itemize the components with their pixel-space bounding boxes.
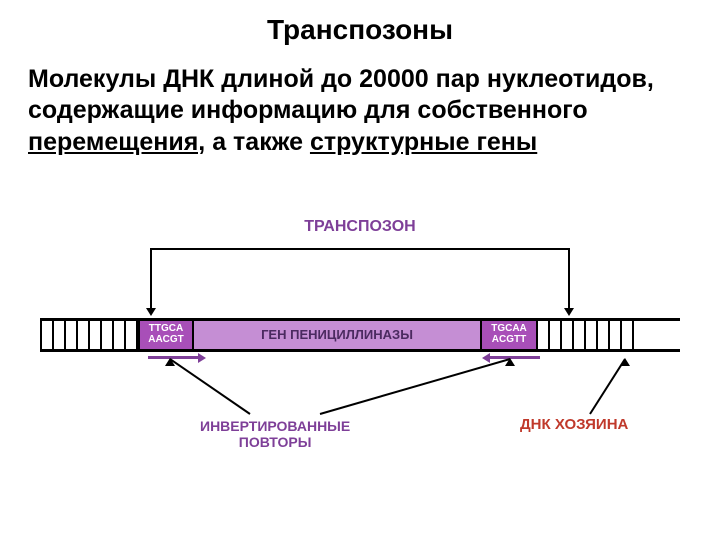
host-tick: [66, 321, 78, 349]
host-tick: [102, 321, 114, 349]
span-left-vert: [150, 248, 152, 308]
label-host-dna: ДНК ХОЗЯИНА: [520, 416, 628, 433]
host-tick: [586, 321, 598, 349]
host-tick: [550, 321, 562, 349]
host-tick: [78, 321, 90, 349]
gene-label: ГЕН ПЕНИЦИЛЛИНАЗЫ: [261, 327, 413, 342]
pointer-arrowhead: [505, 358, 515, 366]
pointer-arrowhead: [620, 358, 630, 366]
desc-fragment: перемещения,: [28, 128, 205, 156]
span-horizontal: [150, 248, 570, 250]
host-tick: [538, 321, 550, 349]
pointer-arrowhead: [165, 358, 175, 366]
host-tick: [562, 321, 574, 349]
repeat-left-bot: AACGT: [148, 335, 184, 346]
dna-strip: TTGCA AACGT ГЕН ПЕНИЦИЛЛИНАЗЫ TGCAA ACGT…: [40, 318, 680, 352]
desc-fragment: Молекулы ДНК длиной до 20000 пар нуклеот…: [28, 65, 654, 124]
label-inv-line2: ПОВТОРЫ: [200, 434, 350, 450]
desc-fragment: а также: [205, 128, 310, 156]
host-tick: [126, 321, 138, 349]
host-tick: [90, 321, 102, 349]
span-right-vert: [568, 248, 570, 308]
gene-box: ГЕН ПЕНИЦИЛЛИНАЗЫ: [194, 321, 482, 349]
host-tick: [54, 321, 66, 349]
label-transposon: ТРАНСПОЗОН: [0, 218, 720, 236]
page-title: Транспозоны: [0, 0, 720, 46]
direction-arrow-right-head: [482, 353, 490, 363]
pointer-line: [589, 358, 626, 414]
label-transposon-text: ТРАНСПОЗОН: [304, 218, 415, 235]
label-inv-line1: ИНВЕРТИРОВАННЫЕ: [200, 418, 350, 434]
host-tick: [598, 321, 610, 349]
inverted-repeat-left: TTGCA AACGT: [138, 321, 194, 349]
span-left-arrowhead: [146, 308, 156, 316]
host-tick: [610, 321, 622, 349]
span-right-arrowhead: [564, 308, 574, 316]
host-dna-left: [40, 321, 138, 349]
pointer-line: [320, 358, 511, 415]
transposon-diagram: ТРАНСПОЗОН TTGCA AACGT ГЕН ПЕНИЦИЛЛИНАЗЫ…: [0, 208, 720, 508]
host-dna-right: [538, 321, 634, 349]
repeat-right-bot: ACGTT: [492, 335, 526, 346]
host-tick: [42, 321, 54, 349]
direction-arrow-right: [490, 356, 540, 359]
pointer-line: [169, 358, 250, 415]
desc-fragment: структурные гены: [310, 128, 537, 156]
direction-arrow-left-head: [198, 353, 206, 363]
label-inverted-repeats: ИНВЕРТИРОВАННЫЕ ПОВТОРЫ: [200, 418, 350, 450]
description-text: Молекулы ДНК длиной до 20000 пар нуклеот…: [0, 46, 720, 158]
host-tick: [114, 321, 126, 349]
host-tick: [622, 321, 634, 349]
host-tick: [574, 321, 586, 349]
inverted-repeat-right: TGCAA ACGTT: [482, 321, 538, 349]
title-text: Транспозоны: [267, 14, 453, 45]
label-host-text: ДНК ХОЗЯИНА: [520, 416, 628, 433]
